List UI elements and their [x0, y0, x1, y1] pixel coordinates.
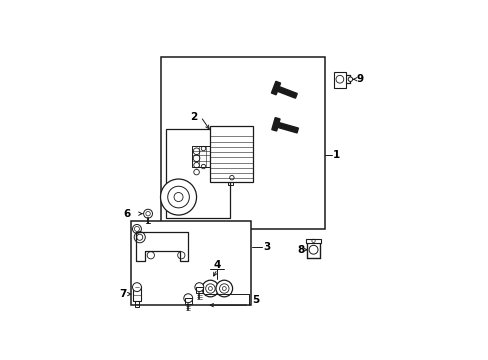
Text: 1: 1 — [332, 150, 340, 161]
Circle shape — [195, 283, 203, 292]
Circle shape — [143, 209, 152, 218]
Bar — [196, 287, 202, 293]
Text: 4: 4 — [213, 260, 221, 270]
Text: 5: 5 — [252, 294, 259, 305]
Text: 6: 6 — [123, 209, 131, 219]
Bar — [228, 174, 233, 185]
Bar — [160, 57, 325, 229]
Circle shape — [202, 280, 218, 297]
Text: 7: 7 — [119, 289, 126, 299]
Bar — [305, 239, 321, 243]
Bar — [333, 72, 346, 87]
Bar — [228, 161, 233, 172]
Circle shape — [160, 179, 196, 215]
Circle shape — [216, 280, 232, 297]
Circle shape — [132, 283, 141, 292]
Bar — [184, 298, 191, 304]
Text: 8: 8 — [296, 245, 304, 255]
Circle shape — [347, 77, 352, 81]
Bar — [131, 221, 250, 305]
Polygon shape — [271, 118, 280, 131]
Text: 2: 2 — [190, 112, 197, 122]
Text: 9: 9 — [356, 74, 363, 84]
Text: 3: 3 — [263, 242, 270, 252]
Bar — [192, 146, 214, 167]
Bar — [135, 301, 139, 307]
Circle shape — [183, 294, 192, 303]
Polygon shape — [277, 87, 297, 98]
Bar — [210, 126, 253, 182]
Polygon shape — [277, 122, 298, 133]
Polygon shape — [271, 81, 280, 95]
Bar — [166, 129, 229, 218]
Bar — [132, 286, 141, 301]
